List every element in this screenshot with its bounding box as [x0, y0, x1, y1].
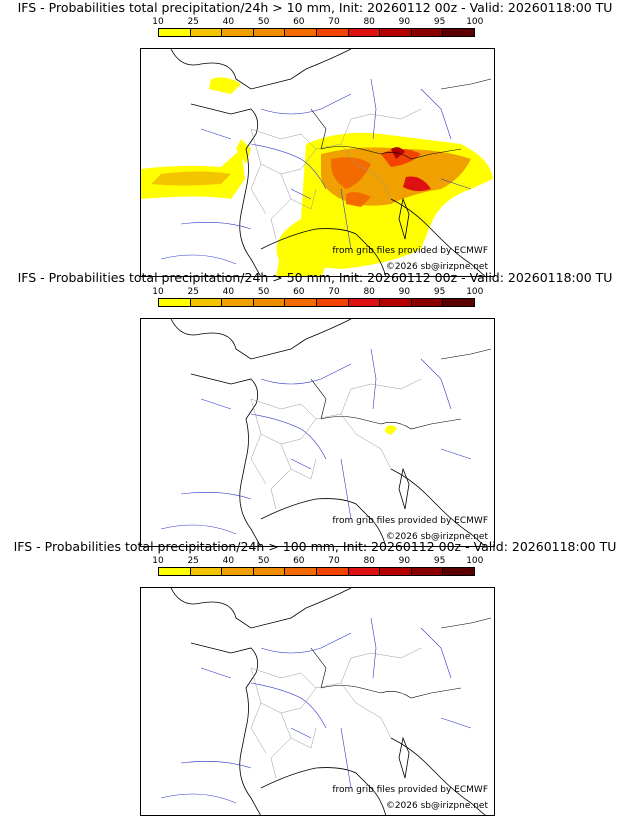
scale-tick-label: 100 [466, 556, 484, 566]
scale-swatch [411, 29, 444, 36]
color-scale-bar [158, 567, 475, 576]
scale-tick-label: 50 [257, 287, 270, 297]
scale-tick-label: 25 [187, 17, 199, 27]
scale-swatch [285, 29, 317, 36]
panel-title: IFS - Probabilities total precipitation/… [17, 0, 613, 15]
scale-tick-label: 70 [328, 556, 340, 566]
scale-swatch [316, 299, 349, 306]
scale-swatch [316, 568, 349, 575]
panel-title: IFS - Probabilities total precipitation/… [13, 539, 617, 554]
source-credit: from grib files provided by ECMWF [332, 785, 488, 795]
scale-swatch [285, 568, 317, 575]
scale-tick-label: 25 [187, 556, 199, 566]
scale-swatch [159, 29, 191, 36]
scale-swatch [190, 299, 223, 306]
copyright-credit: ©2026 sb@irizpne.net [385, 532, 488, 542]
scale-tick-label: 100 [466, 17, 484, 27]
scale-swatch [348, 29, 381, 36]
scale-swatch [443, 568, 474, 575]
scale-swatch [253, 299, 286, 306]
map-frame: from grib files provided by ECMWF ©2026 s… [140, 587, 495, 816]
scale-tick-label: 40 [222, 556, 235, 566]
copyright-credit: ©2026 sb@irizpne.net [385, 262, 488, 272]
scale-swatch [222, 29, 254, 36]
precip-field-yellow [385, 425, 397, 435]
scale-tick-label: 100 [466, 287, 484, 297]
source-credit: from grib files provided by ECMWF [332, 246, 488, 256]
scale-tick-label: 10 [152, 17, 164, 27]
scale-swatch [380, 299, 412, 306]
scale-tick-label: 40 [222, 17, 235, 27]
scale-tick-label: 80 [363, 287, 375, 297]
scale-tick-label: 90 [398, 17, 411, 27]
scale-swatch [411, 299, 444, 306]
scale-swatch [190, 29, 223, 36]
scale-tick-label: 50 [257, 17, 270, 27]
color-scale-bar [158, 298, 475, 307]
scale-swatch [411, 568, 444, 575]
scale-tick-label: 40 [222, 287, 235, 297]
scale-tick-label: 90 [398, 556, 411, 566]
panel-title: IFS - Probabilities total precipitation/… [17, 270, 613, 285]
map-frame: from grib files provided by ECMWF ©2026 s… [140, 318, 495, 547]
scale-swatch [443, 29, 474, 36]
scale-tick-label: 60 [293, 17, 305, 27]
color-scale-labels: 10 25 40 50 60 70 80 90 95 100 [130, 556, 500, 566]
scale-swatch [222, 299, 254, 306]
scale-tick-label: 80 [363, 556, 375, 566]
scale-tick-label: 70 [328, 17, 340, 27]
scale-tick-label: 80 [363, 17, 375, 27]
scale-tick-label: 95 [433, 287, 446, 297]
scale-swatch [159, 299, 191, 306]
color-scale-bar [158, 28, 475, 37]
scale-tick-label: 95 [433, 17, 446, 27]
scale-tick-label: 10 [152, 556, 164, 566]
scale-swatch [222, 568, 254, 575]
scale-tick-label: 25 [187, 287, 199, 297]
scale-swatch [443, 299, 474, 306]
map-frame: from grib files provided by ECMWF ©2026 s… [140, 48, 495, 277]
scale-swatch [190, 568, 223, 575]
scale-swatch [380, 568, 412, 575]
scale-tick-label: 95 [433, 556, 446, 566]
scale-tick-label: 60 [293, 556, 305, 566]
precip-field-red [331, 147, 431, 207]
scale-swatch [159, 568, 191, 575]
scale-tick-label: 60 [293, 287, 305, 297]
scale-tick-label: 70 [328, 287, 340, 297]
scale-swatch [348, 299, 381, 306]
scale-tick-label: 50 [257, 556, 270, 566]
scale-tick-label: 90 [398, 287, 411, 297]
scale-swatch [253, 568, 286, 575]
scale-swatch [285, 299, 317, 306]
scale-swatch [380, 29, 412, 36]
copyright-credit: ©2026 sb@irizpne.net [385, 801, 488, 811]
color-scale-labels: 10 25 40 50 60 70 80 90 95 100 [130, 17, 500, 27]
scale-swatch [348, 568, 381, 575]
scale-tick-label: 10 [152, 287, 164, 297]
color-scale-labels: 10 25 40 50 60 70 80 90 95 100 [130, 287, 500, 297]
source-credit: from grib files provided by ECMWF [332, 516, 488, 526]
scale-swatch [253, 29, 286, 36]
scale-swatch [316, 29, 349, 36]
